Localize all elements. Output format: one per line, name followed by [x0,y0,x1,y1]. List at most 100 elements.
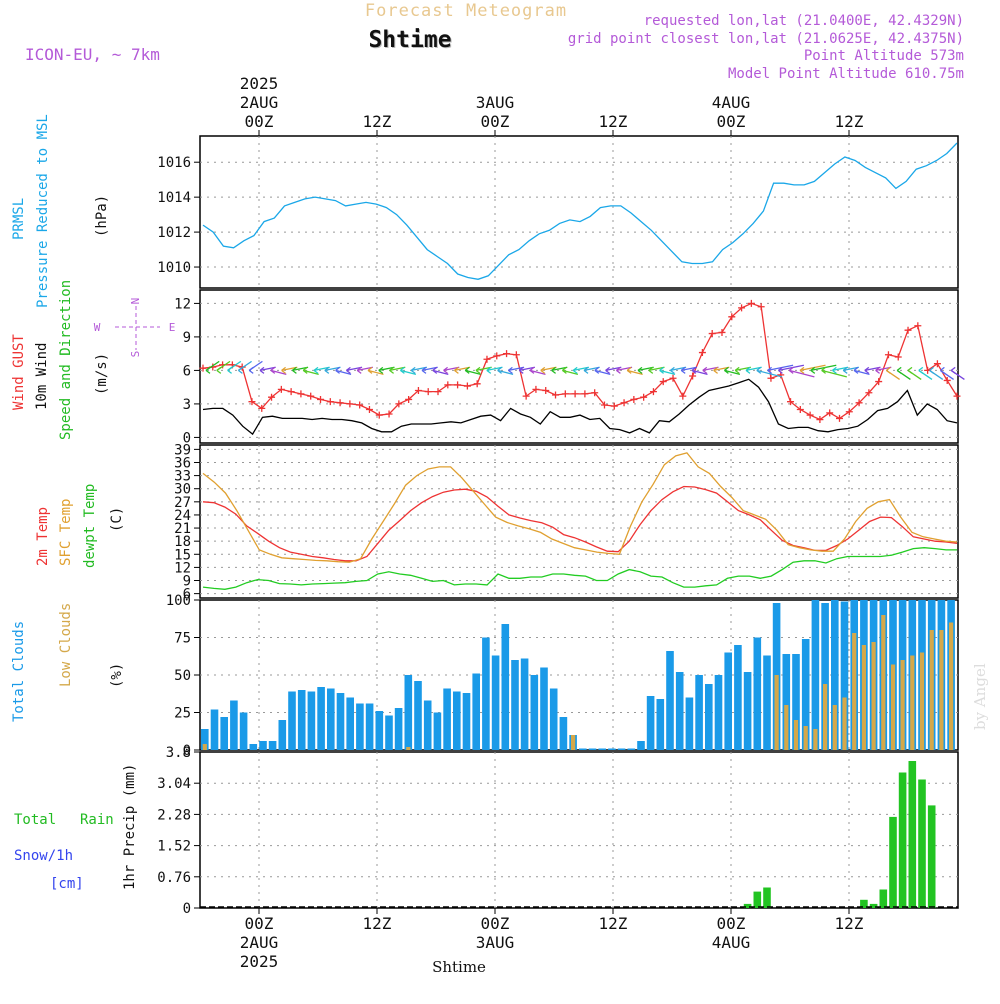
wind-direction-arrow [346,366,363,372]
wind-direction-arrow [799,364,826,372]
wind-arrow-head [205,366,211,374]
bar-total-clouds [753,637,762,750]
gust-marker [581,390,589,398]
bar-low-clouds [929,630,934,750]
gust-marker [454,381,462,389]
gust-marker [405,395,413,403]
wind-arrow-head [756,366,762,374]
model-altitude: Model Point Altitude 610.75m [728,66,964,82]
time-label: 00Z [481,914,510,933]
dewpoint-label: dewpt Temp [82,484,98,568]
gust-marker [953,392,961,400]
time-label: 2AUG [240,93,279,112]
gust-marker [738,304,746,312]
sfc-temp-label: SFC Temp [58,499,74,566]
y-tick-label: 24 [174,508,191,524]
bar-total-clouds [346,697,354,750]
wind-arrow-head [670,366,675,374]
watermark: by Angel [971,663,989,730]
time-label: 00Z [481,112,510,131]
bar-total-clouds [831,600,839,750]
wind-arrow-head [335,366,340,374]
wind-arrow-head [421,366,427,374]
gust-marker [649,388,657,396]
gust-marker [444,381,452,389]
bar-low-clouds [823,684,828,750]
wind-arrow-head [270,366,276,374]
precip-unit: 1hr Precip (mm) [122,764,138,890]
y-tick-label: 1012 [157,225,191,241]
compass-east: E [169,321,176,334]
wind-direction-arrow [367,369,384,375]
gust-marker [336,399,344,407]
chart-subtitle: Forecast Meteogram [365,1,567,21]
gust-marker [532,385,540,393]
time-label: 12Z [363,112,392,131]
gust-marker [796,405,804,413]
bar-total-clouds [472,673,480,750]
wind-direction-arrow [421,366,438,372]
wind-arrow-head [302,366,308,374]
gust-marker [679,392,687,400]
bar-total-clouds [443,688,451,750]
gust-marker [268,393,276,401]
wind-arrow-head [367,366,373,374]
wind-arrow-head [551,366,556,374]
wind-arrow-head [810,366,816,374]
wind-arrow-head [432,366,438,374]
wind-direction-arrow [270,369,287,375]
bar-rain [879,889,888,908]
wind-direction-arrow [745,366,762,372]
wind-direction-arrow [670,366,687,372]
wind-arrow-head [443,366,448,374]
gust-marker [708,330,716,338]
series-dewpt-temp [202,547,957,590]
wind-arrow-head [896,366,902,374]
wind-direction-arrow [756,369,783,378]
wind-arrow-head [572,366,578,374]
wind-arrow-head [475,366,481,374]
bar-total-clouds [259,741,267,750]
wind-direction-arrow [659,369,676,375]
wind-arrow-head [464,366,470,374]
wind-direction-arrow [259,366,276,372]
bar-total-clouds [617,748,626,750]
gust-marker [297,390,305,398]
wind-direction-arrow [724,369,741,375]
wind-direction-arrow [735,366,752,372]
bar-low-clouds [919,652,925,750]
bar-rain [918,779,926,908]
wind-direction-arrow [778,364,805,372]
gust-marker [375,411,383,419]
wind-arrow-head [832,366,837,374]
y-tick-label: 6 [183,587,191,603]
wind-arrow-head [745,366,751,374]
gust-marker [787,398,795,406]
bar-total-clouds [482,637,490,750]
gust-marker [463,382,471,390]
gust-marker [346,400,354,408]
wind-arrow-head [929,366,934,374]
bar-total-clouds [210,709,219,750]
gust-marker [728,313,736,321]
wind-direction-arrow [508,366,525,372]
wind-direction-arrow [843,366,860,372]
bar-low-clouds [774,675,779,750]
bar-total-clouds [666,651,674,750]
compass-south: S [129,351,142,358]
wind-arrow-head [238,366,243,374]
y-tick-label: 27 [174,495,191,511]
bar-total-clouds [462,693,471,750]
bar-total-clouds [714,675,723,750]
gust-marker [894,353,902,361]
bar-low-clouds [949,622,954,750]
gust-marker [640,393,648,401]
gridpoint-coordinates: grid point closest lon,lat (21.0625E, 42… [568,31,964,47]
wind-arrow-head [605,366,610,374]
time-label: 12Z [363,914,392,933]
wind-direction-arrow [810,364,837,372]
gust-marker [571,390,579,398]
bar-total-clouds [239,712,248,750]
bar-low-clouds [871,642,876,750]
